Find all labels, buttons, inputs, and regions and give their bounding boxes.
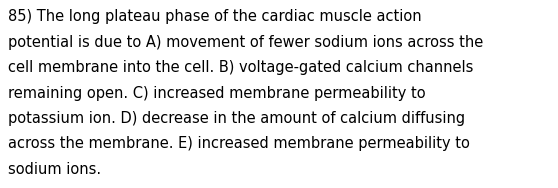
Text: sodium ions.: sodium ions.: [8, 162, 102, 177]
Text: across the membrane. E) increased membrane permeability to: across the membrane. E) increased membra…: [8, 136, 470, 151]
Text: 85) The long plateau phase of the cardiac muscle action: 85) The long plateau phase of the cardia…: [8, 9, 422, 24]
Text: cell membrane into the cell. B) voltage-gated calcium channels: cell membrane into the cell. B) voltage-…: [8, 60, 474, 75]
Text: remaining open. C) increased membrane permeability to: remaining open. C) increased membrane pe…: [8, 86, 426, 101]
Text: potential is due to A) movement of fewer sodium ions across the: potential is due to A) movement of fewer…: [8, 35, 484, 50]
Text: potassium ion. D) decrease in the amount of calcium diffusing: potassium ion. D) decrease in the amount…: [8, 111, 465, 126]
